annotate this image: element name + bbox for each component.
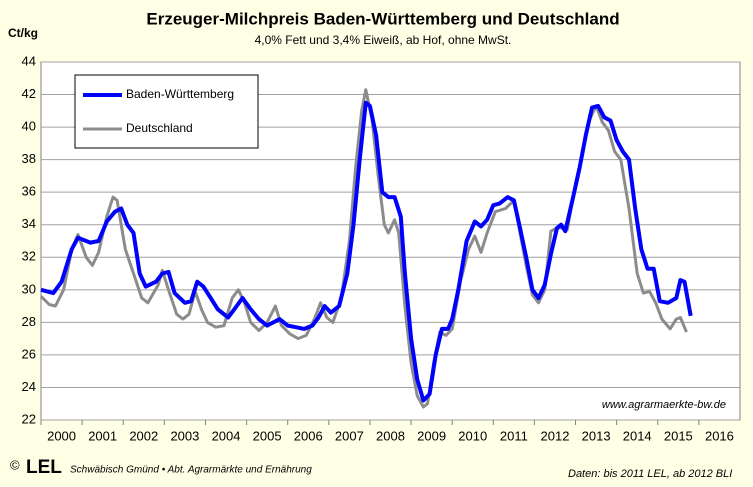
y-tick-label: 32 xyxy=(22,249,36,264)
x-tick-label: 2015 xyxy=(664,428,693,443)
x-tick-label: 2007 xyxy=(335,428,364,443)
legend-box xyxy=(74,74,259,149)
x-tick-label: 2010 xyxy=(458,428,487,443)
chart-subtitle: 4,0% Fett und 3,4% Eiweiß, ab Hof, ohne … xyxy=(255,33,512,47)
x-tick-label: 2009 xyxy=(417,428,446,443)
legend-label: Baden-Württemberg xyxy=(126,87,234,101)
x-tick-label: 2012 xyxy=(541,428,570,443)
y-tick-label: 30 xyxy=(22,281,36,296)
x-tick-label: 2011 xyxy=(500,428,528,443)
y-tick-label: 28 xyxy=(22,314,36,329)
data-line xyxy=(40,100,693,403)
legend-label: Deutschland xyxy=(126,121,193,135)
footer-copyright: © xyxy=(10,457,20,472)
x-tick-label: 2004 xyxy=(212,428,241,443)
chart-title: Erzeuger-Milchpreis Baden-Württemberg un… xyxy=(146,9,619,28)
x-tick-label: 2016 xyxy=(705,428,734,443)
y-tick-label: 40 xyxy=(22,119,36,134)
y-tick-label: 22 xyxy=(22,411,36,426)
footer-right: Daten: bis 2011 LEL, ab 2012 BLI xyxy=(568,468,732,480)
x-tick-label: 2000 xyxy=(47,428,76,443)
y-tick-label: 24 xyxy=(22,379,36,394)
x-tick-label: 2001 xyxy=(88,428,117,443)
y-tick-label: 36 xyxy=(22,184,36,199)
y-tick-label: 42 xyxy=(22,86,36,101)
footer-logo: LEL xyxy=(26,457,62,478)
watermark: www.agrarmaerkte-bw.de xyxy=(602,399,726,411)
x-tick-label: 2014 xyxy=(623,428,652,443)
x-tick-label: 2002 xyxy=(129,428,158,443)
x-tick-label: 2003 xyxy=(170,428,199,443)
y-tick-label: 26 xyxy=(22,346,36,361)
y-tick-label: 44 xyxy=(22,53,36,68)
x-tick-label: 2013 xyxy=(582,428,611,443)
x-tick-label: 2005 xyxy=(253,428,282,443)
y-tick-label: 38 xyxy=(22,151,36,166)
x-tick-label: 2008 xyxy=(376,428,405,443)
y-axis-label: Ct/kg xyxy=(8,26,38,40)
footer-left: Schwäbisch Gmünd • Abt. Agrarmärkte und … xyxy=(70,465,312,476)
y-tick-label: 34 xyxy=(22,216,36,231)
x-tick-label: 2006 xyxy=(294,428,323,443)
